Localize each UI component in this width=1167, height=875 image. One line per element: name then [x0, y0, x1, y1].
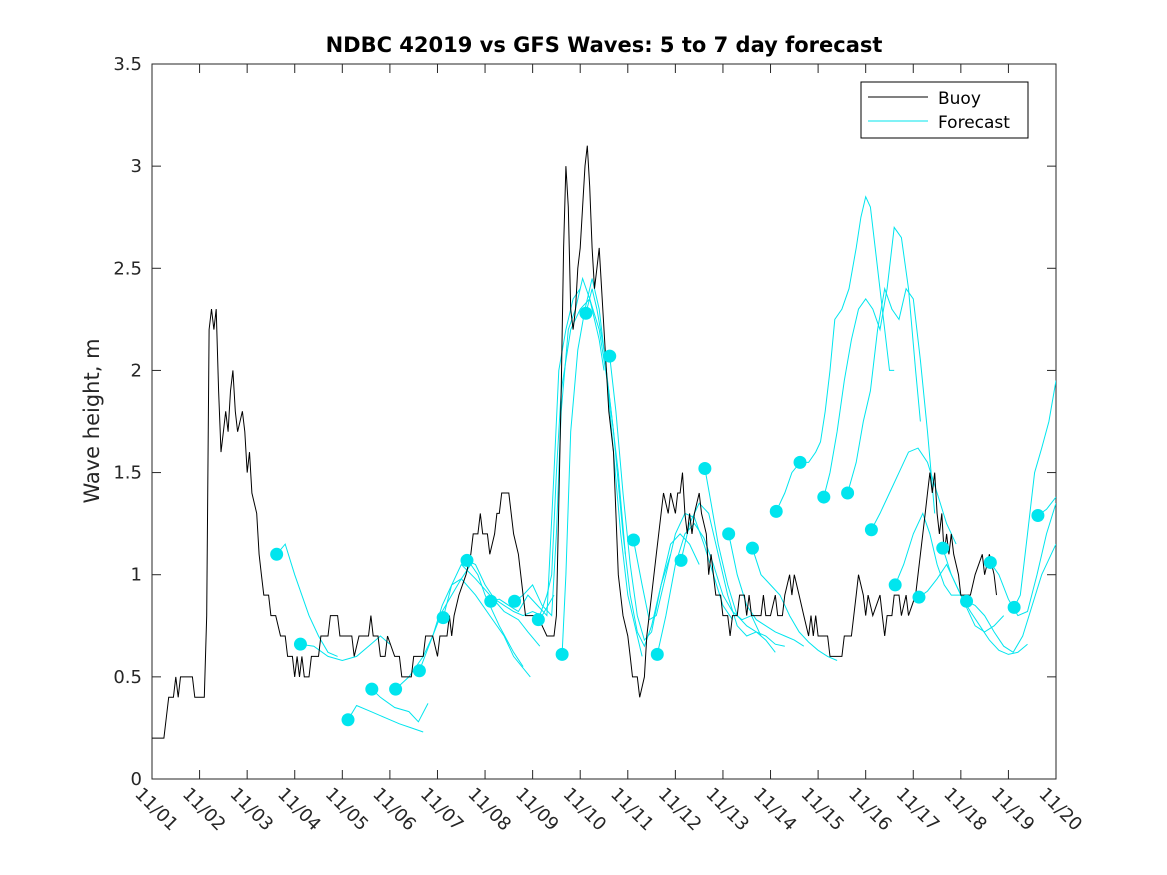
forecast-start-marker — [293, 637, 307, 651]
forecast-start-marker — [817, 490, 831, 504]
forecast-line — [418, 578, 531, 678]
y-axis-label: Wave height, m — [80, 338, 104, 503]
forecast-start-marker — [936, 541, 950, 555]
forecast-line — [989, 503, 1056, 617]
legend-buoy-label: Buoy — [938, 89, 981, 109]
forecast-line — [680, 502, 776, 653]
forecast-line — [894, 512, 971, 606]
forecast-line — [966, 543, 1056, 654]
forecast-line — [751, 548, 838, 661]
forecast-start-marker — [484, 594, 498, 608]
forecast-start-marker — [888, 578, 902, 592]
forecast-line — [490, 288, 581, 617]
forecast-start-marker — [864, 523, 878, 537]
y-tick-label: 2 — [131, 360, 142, 381]
forecast-line — [633, 512, 733, 621]
forecast-line — [1013, 380, 1056, 608]
forecast-start-marker — [508, 594, 522, 608]
forecast-start-marker — [650, 647, 664, 661]
forecast-line — [775, 462, 801, 512]
forecast-start-marker — [698, 461, 712, 475]
legend-box — [860, 81, 1029, 139]
forecast-line — [561, 278, 643, 657]
forecast-start-marker — [722, 527, 736, 541]
forecast-line — [347, 704, 424, 733]
y-tick-label: 0 — [131, 769, 142, 790]
forecast-start-marker — [460, 553, 474, 567]
forecast-line — [300, 635, 391, 662]
forecast-start-marker — [389, 682, 403, 696]
forecast-start-marker — [626, 533, 640, 547]
forecast-line — [823, 226, 921, 498]
forecast-line — [371, 688, 429, 723]
legend-forecast-label: Forecast — [938, 113, 1010, 133]
forecast-start-marker — [270, 547, 284, 561]
forecast-start-marker — [793, 455, 807, 469]
forecast-start-marker — [983, 555, 997, 569]
forecast-start-marker — [579, 306, 593, 320]
forecast-line — [704, 468, 785, 647]
buoy-line — [152, 145, 997, 739]
y-tick-label: 2.5 — [113, 258, 142, 279]
forecast-start-marker — [1007, 600, 1021, 614]
y-tick-label: 0.5 — [113, 667, 142, 688]
forecast-line — [609, 356, 700, 642]
forecast-start-marker — [960, 594, 974, 608]
forecast-line — [942, 548, 1028, 655]
forecast-start-marker — [674, 553, 688, 567]
y-tick-label: 1 — [131, 565, 142, 586]
forecast-start-marker — [555, 647, 569, 661]
legend: Buoy Forecast — [860, 81, 1029, 139]
y-tick-label: 1.5 — [113, 463, 142, 484]
forecast-start-marker — [912, 590, 926, 604]
forecast-start-marker — [1031, 508, 1045, 522]
chart-title: NDBC 42019 vs GFS Waves: 5 to 7 day fore… — [326, 33, 883, 57]
y-tick-label: 3 — [131, 156, 142, 177]
forecast-line — [585, 288, 672, 648]
plot-area: 00.511.522.533.511/0111/0211/0311/0411/0… — [113, 54, 1086, 835]
forecast-start-marker — [745, 541, 759, 555]
forecast-start-marker — [412, 664, 426, 678]
forecast-start-marker — [341, 713, 355, 727]
forecast-line — [276, 543, 338, 657]
forecast-start-marker — [365, 682, 379, 696]
forecast-start-marker — [531, 613, 545, 627]
y-tick-label: 3.5 — [113, 54, 142, 75]
forecast-line — [847, 286, 936, 514]
forecast-start-marker — [436, 611, 450, 625]
forecast-line — [656, 522, 762, 655]
forecast-line — [800, 195, 895, 463]
forecast-start-marker — [769, 504, 783, 518]
forecast-start-marker — [603, 349, 617, 363]
forecast-line — [728, 533, 805, 647]
forecast-start-marker — [841, 486, 855, 500]
forecast-line — [870, 447, 957, 545]
data-layer — [152, 145, 1056, 739]
